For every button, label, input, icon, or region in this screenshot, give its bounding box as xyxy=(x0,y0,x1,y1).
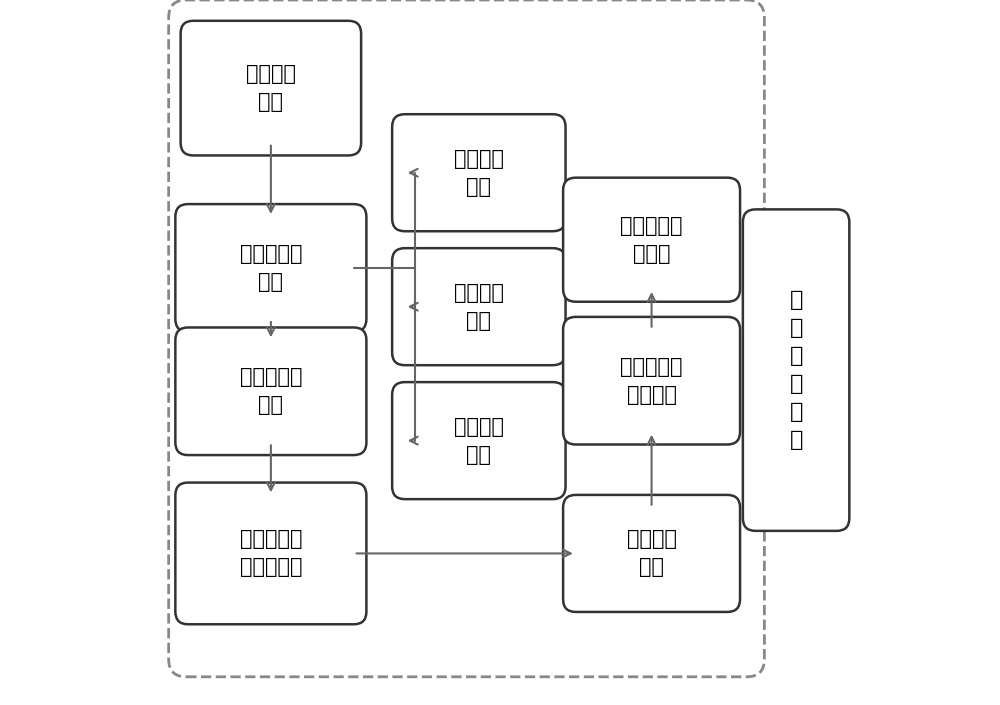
FancyBboxPatch shape xyxy=(743,209,849,531)
Text: 光伏板异常
点确定模块: 光伏板异常 点确定模块 xyxy=(240,529,302,577)
FancyBboxPatch shape xyxy=(563,178,740,302)
Text: 正射校正
模块: 正射校正 模块 xyxy=(454,417,504,465)
FancyBboxPatch shape xyxy=(181,20,361,155)
FancyBboxPatch shape xyxy=(175,482,366,625)
FancyBboxPatch shape xyxy=(392,382,566,499)
FancyBboxPatch shape xyxy=(563,495,740,612)
Text: 几何校正
模块: 几何校正 模块 xyxy=(454,283,504,331)
Text: 异常目标定
位模块: 异常目标定 位模块 xyxy=(620,216,683,264)
Text: 光伏板异常
判断模块: 光伏板异常 判断模块 xyxy=(620,357,683,405)
Text: 数据预处理
模块: 数据预处理 模块 xyxy=(240,244,302,292)
FancyBboxPatch shape xyxy=(175,204,366,332)
Text: 云团检测
模块: 云团检测 模块 xyxy=(627,529,677,577)
Text: 光伏板提取
模块: 光伏板提取 模块 xyxy=(240,367,302,415)
FancyBboxPatch shape xyxy=(175,327,366,455)
FancyBboxPatch shape xyxy=(563,317,740,444)
Text: 辐射校正
模块: 辐射校正 模块 xyxy=(454,149,504,197)
Text: 分
析
管
理
单
元: 分 析 管 理 单 元 xyxy=(789,290,803,450)
Text: 数据收集
单元: 数据收集 单元 xyxy=(246,64,296,112)
FancyBboxPatch shape xyxy=(392,248,566,365)
FancyBboxPatch shape xyxy=(392,114,566,231)
